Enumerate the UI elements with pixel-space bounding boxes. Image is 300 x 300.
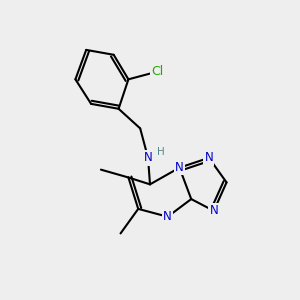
Text: H: H bbox=[157, 147, 165, 157]
Text: N: N bbox=[205, 152, 213, 164]
Text: Cl: Cl bbox=[152, 65, 164, 78]
Text: N: N bbox=[163, 210, 172, 223]
Text: N: N bbox=[175, 161, 184, 174]
Text: N: N bbox=[144, 152, 152, 164]
Text: N: N bbox=[209, 204, 218, 218]
